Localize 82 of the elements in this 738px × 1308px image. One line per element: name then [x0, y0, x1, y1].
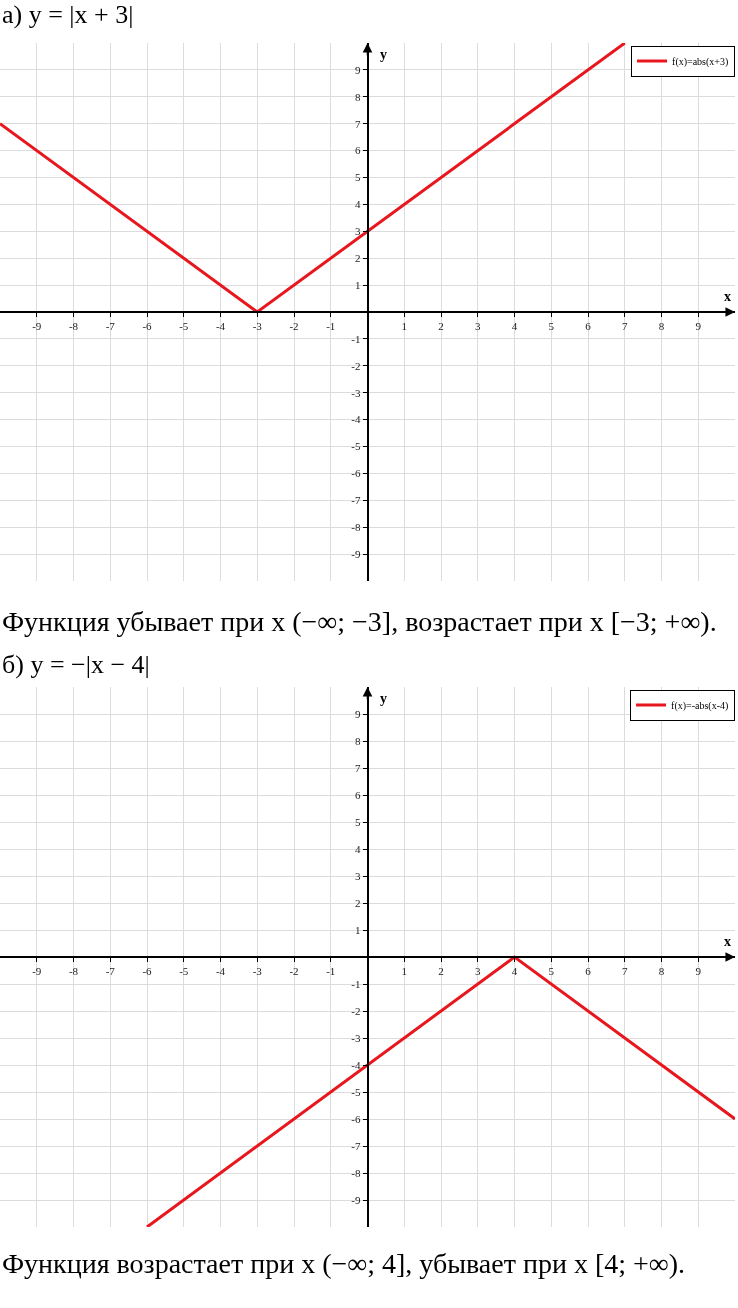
- x-tick-label: -9: [32, 965, 42, 977]
- x-tick-label: -5: [179, 320, 189, 332]
- x-axis-title: x: [724, 934, 731, 949]
- x-tick-label: 1: [401, 320, 408, 332]
- y-axis-title: y: [380, 691, 387, 706]
- y-tick-label: 7: [355, 761, 362, 774]
- y-tick-label: -7: [351, 1139, 362, 1152]
- y-tick-label: 1: [355, 278, 361, 291]
- chart-title: а) y = |x + 3|: [2, 0, 134, 29]
- x-tick-label: -4: [215, 965, 226, 977]
- x-tick-label: -1: [326, 965, 336, 977]
- x-tick-label: 7: [622, 965, 629, 977]
- y-tick-label: 1: [355, 923, 361, 936]
- y-tick-label: -2: [351, 1004, 361, 1017]
- y-tick-label: 5: [355, 171, 362, 184]
- x-tick-label: 3: [475, 965, 482, 977]
- y-tick-label: 8: [355, 90, 362, 103]
- y-tick-label: 4: [355, 198, 362, 211]
- x-tick-label: -6: [142, 965, 153, 977]
- x-tick-label: -2: [289, 965, 299, 977]
- y-tick-label: -8: [351, 521, 362, 534]
- x-tick-label: 8: [658, 965, 665, 977]
- x-tick-label: -9: [32, 320, 42, 332]
- y-tick-label: -4: [351, 413, 362, 426]
- y-tick-label: -9: [351, 1193, 362, 1206]
- y-tick-label: -5: [351, 440, 362, 453]
- y-tick-label: 2: [355, 896, 361, 909]
- x-tick-label: 8: [658, 320, 665, 332]
- text: Функция убывает при x (−∞; −3], возрастает при x [−3; +∞).: [2, 606, 717, 637]
- x-tick-label: 6: [585, 965, 592, 977]
- y-axis-title: y: [380, 47, 387, 62]
- y-tick-label: 2: [355, 252, 361, 265]
- x-tick-label: -8: [68, 965, 79, 977]
- x-tick-label: 6: [585, 320, 592, 332]
- x-tick-label: 4: [511, 965, 518, 977]
- x-tick-label: 4: [511, 320, 518, 332]
- y-tick-label: -1: [351, 332, 361, 345]
- x-tick-label: 7: [622, 320, 629, 332]
- legend-label: f(x)=-abs(x-4): [671, 700, 729, 713]
- y-tick-label: -6: [351, 467, 362, 480]
- y-tick-label: -1: [351, 977, 361, 990]
- x-tick-label: 5: [548, 320, 555, 332]
- y-tick-label: 7: [355, 117, 362, 130]
- x-axis-title: x: [724, 289, 731, 304]
- x-tick-label: -3: [252, 965, 263, 977]
- x-tick-label: -5: [179, 965, 189, 977]
- x-tick-label: 1: [401, 965, 408, 977]
- y-tick-label: 8: [355, 734, 362, 747]
- x-tick-label: -7: [105, 320, 116, 332]
- y-tick-label: 6: [355, 144, 362, 157]
- x-tick-label: -7: [105, 965, 116, 977]
- y-tick-label: 4: [355, 842, 362, 855]
- x-tick-label: 5: [548, 965, 555, 977]
- y-tick-label: -2: [351, 359, 361, 372]
- x-tick-label: -4: [215, 320, 226, 332]
- x-tick-label: -1: [326, 320, 336, 332]
- chart-title: б) y = −|x − 4|: [2, 650, 150, 679]
- x-tick-label: 9: [695, 965, 702, 977]
- x-tick-label: -2: [289, 320, 299, 332]
- x-tick-label: -6: [142, 320, 153, 332]
- legend-label: f(x)=abs(x+3): [672, 56, 729, 69]
- x-tick-label: 2: [438, 320, 444, 332]
- y-tick-label: -7: [351, 494, 362, 507]
- y-tick-label: -4: [351, 1058, 362, 1071]
- y-tick-label: 9: [355, 63, 362, 76]
- x-tick-label: 9: [695, 320, 702, 332]
- y-tick-label: 6: [355, 788, 362, 801]
- y-tick-label: 3: [355, 225, 362, 238]
- y-tick-label: -9: [351, 547, 362, 560]
- x-tick-label: -8: [68, 320, 79, 332]
- x-tick-label: 2: [438, 965, 444, 977]
- x-tick-label: 3: [475, 320, 482, 332]
- y-tick-label: 3: [355, 869, 362, 882]
- y-tick-label: -8: [351, 1166, 362, 1179]
- y-tick-label: -3: [351, 1031, 362, 1044]
- y-tick-label: -5: [351, 1085, 362, 1098]
- x-tick-label: -3: [252, 320, 263, 332]
- y-tick-label: -3: [351, 386, 362, 399]
- text: Функция возрастает при x (−∞; 4], убывает при x [4; +∞).: [2, 1248, 686, 1279]
- y-tick-label: 5: [355, 815, 362, 828]
- y-tick-label: -6: [351, 1112, 362, 1125]
- y-tick-label: 9: [355, 707, 362, 720]
